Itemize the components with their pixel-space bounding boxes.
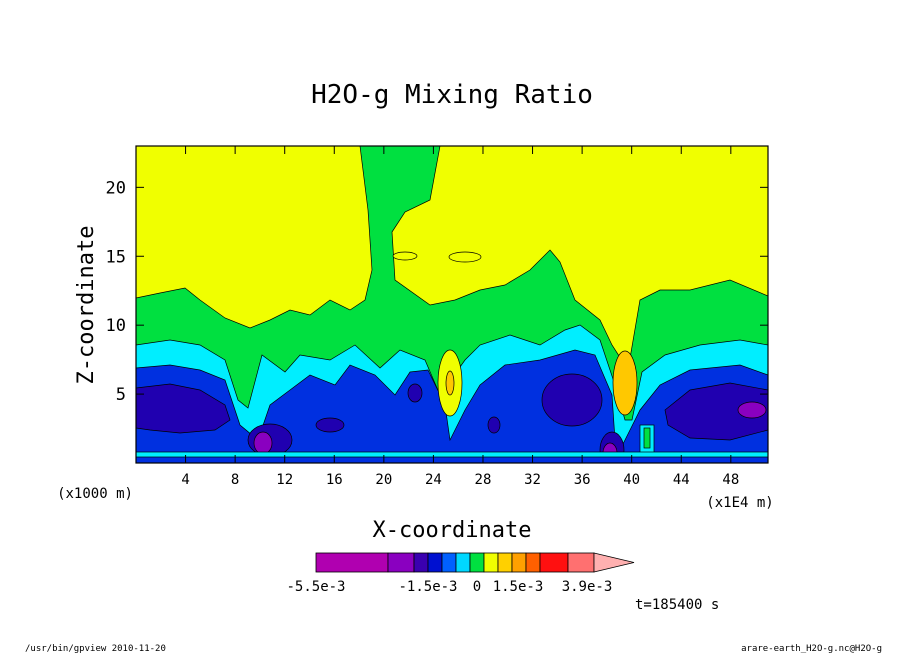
colorbar: [315, 552, 635, 573]
y-tick-label: 20: [106, 178, 126, 198]
x-tick-label: 48: [722, 472, 739, 488]
x-tick-label: 12: [276, 472, 293, 488]
x-unit-label: (x1E4 m): [706, 495, 773, 511]
colorbar-segment: [455, 552, 471, 573]
colorbar-label: -5.5e-3: [286, 579, 345, 595]
contour-navy: [136, 383, 231, 434]
contour-field: [136, 146, 768, 463]
chart-title: H2O-g Mixing Ratio: [311, 80, 593, 110]
x-tick-label: 40: [623, 472, 640, 488]
y-tick-label: 5: [116, 385, 126, 405]
colorbar-segment: [315, 552, 389, 573]
colorbar-segment: [511, 552, 527, 573]
colorbar-segment: [483, 552, 499, 573]
colorbar-segment: [387, 552, 415, 573]
colorbar-segment: [539, 552, 569, 573]
x-tick-label: 4: [181, 472, 189, 488]
y-axis-label: Z-coordinate: [74, 226, 99, 385]
x-tick-label: 24: [425, 472, 442, 488]
x-tick-label: 44: [673, 472, 690, 488]
x-tick-label: 32: [524, 472, 541, 488]
time-label: t=185400 s: [635, 597, 719, 613]
y-axis: 5 10 15 20: [106, 178, 768, 405]
y-tick-label: 15: [106, 247, 126, 267]
footer-right: arare-earth_H2O-g.nc@H2O-g: [741, 644, 882, 654]
colorbar-segment: [427, 552, 443, 573]
x-axis-label: X-coordinate: [373, 518, 532, 543]
x-tick-label: 28: [475, 472, 492, 488]
colorbar-segment: [525, 552, 541, 573]
footer-left: /usr/bin/gpview 2010-11-20: [25, 644, 166, 654]
x-tick-label: 36: [574, 472, 591, 488]
y-unit-label: (x1000 m): [57, 486, 133, 502]
colorbar-label: 0: [473, 579, 481, 595]
y-tick-label: 10: [106, 316, 126, 336]
x-tick-label: 16: [326, 472, 343, 488]
colorbar-label: 3.9e-3: [562, 579, 613, 595]
colorbar-segment: [469, 552, 485, 573]
colorbar-segment: [497, 552, 513, 573]
colorbar-label: 1.5e-3: [493, 579, 544, 595]
plot-frame: [135, 145, 769, 464]
colorbar-segment: [567, 552, 595, 573]
x-axis: 4 8 12 16 20 24 28 32 36 40 44 48: [181, 146, 739, 488]
colorbar-label: -1.5e-3: [398, 579, 457, 595]
colorbar-segment: [413, 552, 429, 573]
colorbar-segment: [441, 552, 457, 573]
x-tick-label: 20: [375, 472, 392, 488]
x-tick-label: 8: [231, 472, 239, 488]
colorbar-arrow: [593, 552, 635, 573]
colorbar-labels: -5.5e-3 -1.5e-3 0 1.5e-3 3.9e-3: [286, 579, 612, 595]
